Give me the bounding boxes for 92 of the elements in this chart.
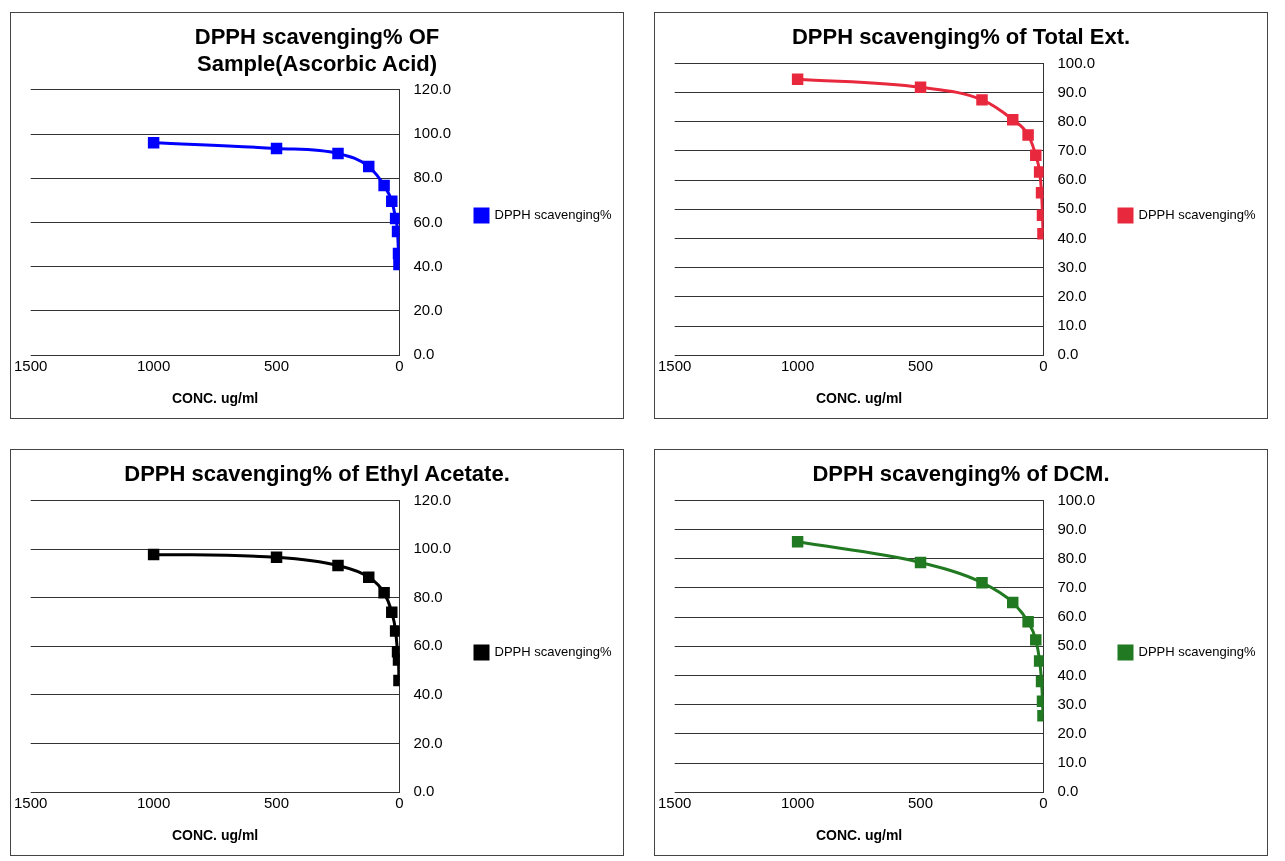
x-tick-label: 1000	[780, 794, 815, 812]
x-axis-title: CONC. ug/ml	[815, 390, 903, 407]
point	[332, 559, 344, 572]
y-tick-label: 0.0	[413, 345, 435, 363]
x-tick-label: 1500	[658, 357, 692, 375]
point	[976, 576, 988, 589]
y-tick-label: 120.0	[413, 79, 452, 97]
y-tick-label: 80.0	[413, 587, 443, 605]
y-tick-label: 80.0	[1057, 548, 1087, 566]
y-tick-label: 60.0	[1057, 170, 1087, 188]
y-tick-label: 60.0	[1057, 607, 1087, 625]
x-tick-label: 1500	[658, 794, 692, 812]
point	[1006, 113, 1019, 126]
point	[362, 571, 375, 583]
point	[1030, 634, 1042, 646]
point	[1033, 655, 1044, 667]
point	[791, 536, 804, 548]
point	[389, 625, 400, 637]
legend-label: DPPH scavenging%	[1138, 644, 1256, 660]
x-tick-label: 0	[395, 357, 404, 375]
chart-title: DPPH scavenging% of DCM.	[812, 461, 1110, 487]
y-tick-label: 40.0	[1057, 228, 1087, 246]
point	[1022, 616, 1034, 628]
y-tick-label: 50.0	[1057, 199, 1087, 217]
point	[147, 548, 160, 561]
x-tick-label: 0	[1039, 794, 1048, 812]
chart-title: DPPH scavenging% of Total Ext.	[791, 24, 1131, 50]
y-tick-label: 90.0	[1057, 82, 1087, 100]
x-tick-label: 500	[908, 357, 934, 375]
y-tick-label: 20.0	[1057, 723, 1087, 741]
legend-label: DPPH scavenging%	[494, 207, 612, 223]
point	[362, 160, 375, 173]
y-tick-label: 100.0	[1057, 53, 1096, 71]
y-tick-label: 0.0	[1057, 345, 1079, 363]
y-tick-label: 60.0	[413, 212, 443, 230]
x-tick-label: 0	[1039, 357, 1048, 375]
x-tick-label: 500	[908, 794, 934, 812]
y-tick-label: 0.0	[1057, 782, 1079, 800]
y-tick-label: 100.0	[1057, 490, 1096, 508]
x-tick-label: 500	[264, 794, 290, 812]
y-tick-label: 70.0	[1057, 578, 1087, 596]
point	[386, 195, 398, 208]
y-tick-label: 70.0	[1057, 141, 1087, 159]
point	[378, 179, 390, 192]
x-axis-title: CONC. ug/ml	[171, 827, 259, 844]
y-tick-label: 30.0	[1057, 694, 1087, 712]
y-tick-label: 80.0	[413, 168, 443, 186]
point	[1033, 166, 1044, 178]
y-tick-label: 90.0	[1057, 519, 1087, 537]
y-tick-label: 100.0	[413, 539, 452, 557]
point	[791, 73, 804, 85]
legend-label: DPPH scavenging%	[1138, 207, 1256, 223]
y-tick-label: 100.0	[413, 124, 452, 142]
y-tick-label: 20.0	[413, 301, 443, 319]
point	[976, 94, 988, 106]
x-axis-title: CONC. ug/ml	[171, 390, 259, 407]
x-tick-label: 0	[395, 794, 404, 812]
point	[389, 212, 400, 225]
y-tick-label: 60.0	[413, 636, 443, 654]
x-tick-label: 1500	[14, 794, 48, 812]
y-tick-label: 20.0	[413, 733, 443, 751]
y-tick-label: 120.0	[413, 490, 452, 508]
point	[1022, 129, 1034, 141]
y-tick-label: 0.0	[413, 782, 435, 800]
y-tick-label: 80.0	[1057, 111, 1087, 129]
x-tick-label: 500	[264, 357, 290, 375]
x-tick-label: 1000	[136, 357, 171, 375]
point	[332, 147, 344, 160]
y-tick-label: 10.0	[1057, 753, 1087, 771]
y-tick-label: 30.0	[1057, 257, 1087, 275]
point	[1006, 596, 1019, 609]
y-tick-label: 50.0	[1057, 636, 1087, 654]
y-tick-label: 20.0	[1057, 286, 1087, 304]
legend-label: DPPH scavenging%	[494, 644, 612, 660]
point	[386, 606, 398, 618]
chart-title: DPPH scavenging% of Ethyl Acetate.	[124, 461, 510, 487]
point	[914, 81, 927, 94]
x-tick-label: 1000	[780, 357, 815, 375]
x-tick-label: 1000	[136, 794, 171, 812]
y-tick-label: 10.0	[1057, 316, 1087, 334]
point	[914, 556, 927, 569]
point	[1030, 149, 1042, 162]
y-tick-label: 40.0	[1057, 665, 1087, 683]
point	[378, 587, 390, 599]
x-axis-title: CONC. ug/ml	[815, 827, 903, 844]
y-tick-label: 40.0	[413, 256, 443, 274]
x-tick-label: 1500	[14, 357, 48, 375]
point	[270, 551, 283, 564]
chart-title: DPPH scavenging% OF Sample(Ascorbic Acid)	[194, 24, 440, 76]
y-tick-label: 40.0	[413, 685, 443, 703]
point	[270, 142, 283, 155]
point	[147, 136, 160, 149]
